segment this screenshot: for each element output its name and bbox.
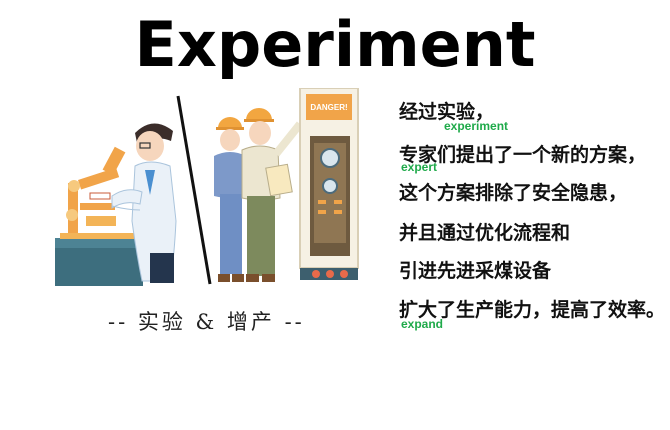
- annotation-expand: expand: [401, 317, 444, 331]
- sentence-2: 专家们提出了一个新的方案，: [399, 144, 647, 166]
- illustration: DANGER!: [55, 88, 359, 286]
- sentence-1: 经过实验，: [399, 101, 495, 123]
- sentence-5: 引进先进采煤设备: [399, 260, 552, 282]
- divider: [176, 95, 212, 285]
- machine-panel: DANGER!: [299, 88, 359, 280]
- worker-left: [214, 117, 246, 282]
- illustration-caption: -- 实验 & 增产 --: [108, 310, 305, 334]
- lab-bench: [55, 233, 150, 286]
- page-title: Experiment: [134, 8, 536, 81]
- sentence-3: 这个方案排除了安全隐患，: [399, 182, 628, 204]
- danger-sign: DANGER!: [310, 103, 347, 112]
- microscope-icon: [66, 146, 126, 233]
- sentence-4: 并且通过优化流程和: [399, 222, 571, 244]
- worker-right: [241, 108, 304, 282]
- annotation-expert: expert: [401, 160, 438, 174]
- sentence-6: 扩大了生产能力，提高了效率。: [399, 299, 666, 321]
- scientist: [111, 123, 177, 283]
- annotation-experiment: experiment: [444, 119, 509, 133]
